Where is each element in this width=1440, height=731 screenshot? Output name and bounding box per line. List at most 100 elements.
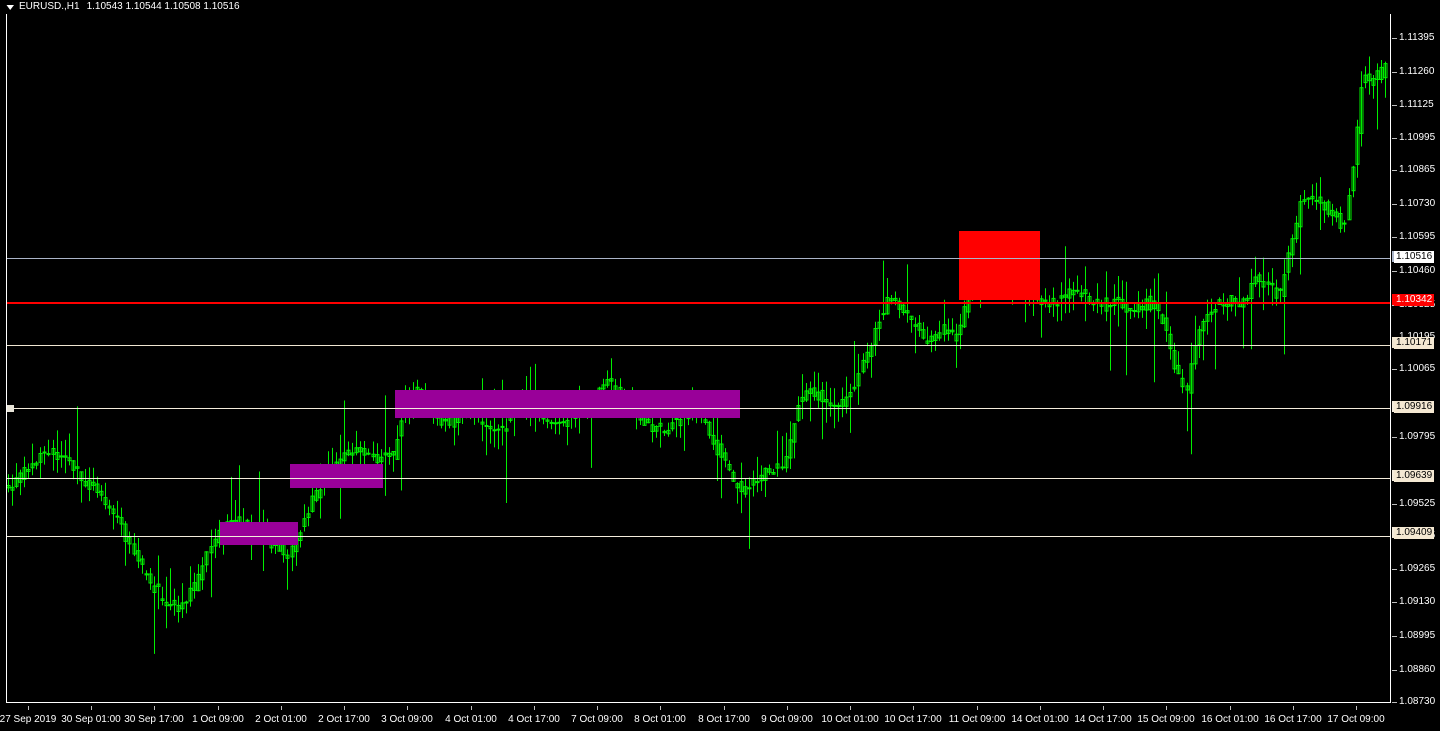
- price-level-line-1.09639[interactable]: [7, 478, 1390, 479]
- time-tick-label: 30 Sep 17:00: [124, 714, 184, 725]
- time-tick: [344, 706, 345, 710]
- price-tick: [1392, 568, 1397, 570]
- price-tick-label: 1.11125: [1399, 99, 1434, 111]
- price-tick-label: 1.10195: [1399, 331, 1435, 342]
- price-tick-label: 1.09525: [1399, 497, 1436, 509]
- time-tick-label: 15 Oct 09:00: [1137, 714, 1195, 725]
- time-tick: [850, 706, 851, 710]
- price-tick: [1392, 137, 1397, 139]
- time-tick: [471, 706, 472, 710]
- price-tick-label: 1.11395: [1399, 32, 1435, 43]
- price-tick: [1392, 270, 1397, 272]
- time-tick: [724, 706, 725, 710]
- price-level-label-1.10171[interactable]: 1.10171: [1394, 336, 1435, 349]
- level-drag-handle[interactable]: [7, 405, 14, 412]
- price-level-line-1.10516[interactable]: [7, 258, 1390, 259]
- time-tick: [660, 706, 661, 710]
- price-tick: [1392, 105, 1397, 107]
- price-tick-label: 1.08995: [1399, 629, 1436, 641]
- time-tick-label: 8 Oct 01:00: [634, 714, 686, 725]
- chart-header: EURUSD.,H1 1.10543 1.10544 1.10508 1.105…: [0, 0, 1440, 14]
- time-tick-label: 14 Oct 17:00: [1074, 714, 1132, 725]
- time-tick: [534, 706, 535, 710]
- demand-zone-small[interactable]: [220, 522, 298, 545]
- price-tick-label: 1.09265: [1399, 562, 1436, 574]
- demand-zone-mid[interactable]: [290, 464, 383, 488]
- price-level-line-1.09916[interactable]: [7, 408, 1390, 409]
- price-tick: [1392, 669, 1397, 671]
- price-tick-label: 1.10730: [1399, 197, 1436, 209]
- price-level-label-1.09639[interactable]: 1.09639: [1394, 469, 1435, 482]
- time-tick-label: 14 Oct 01:00: [1011, 714, 1069, 725]
- time-tick-label: 2 Oct 01:00: [255, 714, 307, 725]
- price-level-line-1.10171[interactable]: [7, 345, 1390, 346]
- time-tick: [913, 706, 914, 710]
- time-tick-label: 4 Oct 17:00: [508, 714, 560, 725]
- price-tick: [1392, 71, 1397, 73]
- price-tick: [1392, 38, 1397, 39]
- price-level-label-1.09409[interactable]: 1.09409: [1394, 526, 1435, 539]
- price-level-label-1.10516[interactable]: 1.10516: [1394, 251, 1435, 263]
- price-tick-label: 1.08860: [1399, 663, 1436, 675]
- supply-zone-red[interactable]: [959, 231, 1040, 300]
- symbol-label: EURUSD.,H1: [19, 1, 80, 12]
- price-tick: [1392, 170, 1397, 172]
- time-tick-label: 4 Oct 01:00: [445, 714, 497, 725]
- time-tick: [281, 706, 282, 710]
- time-tick-label: 11 Oct 09:00: [948, 714, 1006, 725]
- price-tick-label: 1.10865: [1399, 164, 1436, 176]
- price-tick: [1392, 436, 1397, 438]
- time-tick-label: 1 Oct 09:00: [192, 714, 244, 725]
- price-tick: [1392, 369, 1397, 371]
- price-tick: [1392, 203, 1397, 205]
- candlestick-series: [7, 56, 1388, 654]
- price-tick-label: 1.09795: [1399, 430, 1436, 442]
- time-tick-label: 7 Oct 09:00: [571, 714, 623, 725]
- price-tick-label: 1.10065: [1399, 363, 1436, 375]
- time-tick: [1293, 706, 1294, 710]
- time-tick-label: 27 Sep 2019: [0, 714, 57, 725]
- time-tick: [91, 706, 92, 710]
- time-axis[interactable]: 27 Sep 2019 30 Sep 01:00 30 Sep 17:00 1 Oct…: [0, 706, 1440, 731]
- price-tick: [1392, 635, 1397, 637]
- price-tick: [1392, 503, 1397, 505]
- time-tick-label: 16 Oct 17:00: [1264, 714, 1322, 725]
- price-level-label-1.09916[interactable]: 1.09916: [1394, 400, 1435, 413]
- price-tick: [1392, 237, 1397, 239]
- price-plot-area[interactable]: [7, 7, 1390, 702]
- demand-zone-large[interactable]: [395, 390, 740, 418]
- price-tick: [1392, 602, 1397, 604]
- time-tick-label: 17 Oct 09:00: [1327, 714, 1385, 725]
- time-tick: [1166, 706, 1167, 710]
- time-tick: [1230, 706, 1231, 710]
- price-tick-label: 1.11260: [1399, 65, 1435, 77]
- time-tick: [977, 706, 978, 710]
- time-tick: [218, 706, 219, 710]
- price-tick-label: 1.09130: [1399, 596, 1436, 608]
- time-tick-label: 9 Oct 09:00: [761, 714, 813, 725]
- price-tick-label: 1.10595: [1399, 231, 1436, 243]
- price-level-line-1.10342[interactable]: [7, 302, 1390, 304]
- time-tick: [597, 706, 598, 710]
- time-tick: [28, 706, 29, 710]
- time-tick: [787, 706, 788, 710]
- price-axis[interactable]: 1.11395 1.11260 1.11125 1.10995 1.10865 1.107…: [1392, 6, 1440, 707]
- price-tick: [1392, 702, 1397, 703]
- time-tick-label: 16 Oct 01:00: [1201, 714, 1259, 725]
- price-tick-label: 1.10995: [1399, 131, 1436, 143]
- time-tick-label: 10 Oct 17:00: [884, 714, 942, 725]
- price-tick-label: 1.08730: [1399, 696, 1436, 707]
- chevron-down-icon[interactable]: [4, 2, 16, 13]
- price-level-line-1.09409[interactable]: [7, 536, 1390, 537]
- time-tick: [1040, 706, 1041, 710]
- time-tick-label: 8 Oct 17:00: [698, 714, 750, 725]
- time-tick-label: 30 Sep 01:00: [61, 714, 121, 725]
- time-tick-label: 10 Oct 01:00: [821, 714, 879, 725]
- time-tick: [1356, 706, 1357, 710]
- price-tick-label: 1.10460: [1399, 264, 1436, 276]
- time-tick-label: 3 Oct 09:00: [381, 714, 433, 725]
- price-level-label-1.10342[interactable]: 1.10342: [1394, 294, 1435, 307]
- time-tick: [407, 706, 408, 710]
- time-tick: [1103, 706, 1104, 710]
